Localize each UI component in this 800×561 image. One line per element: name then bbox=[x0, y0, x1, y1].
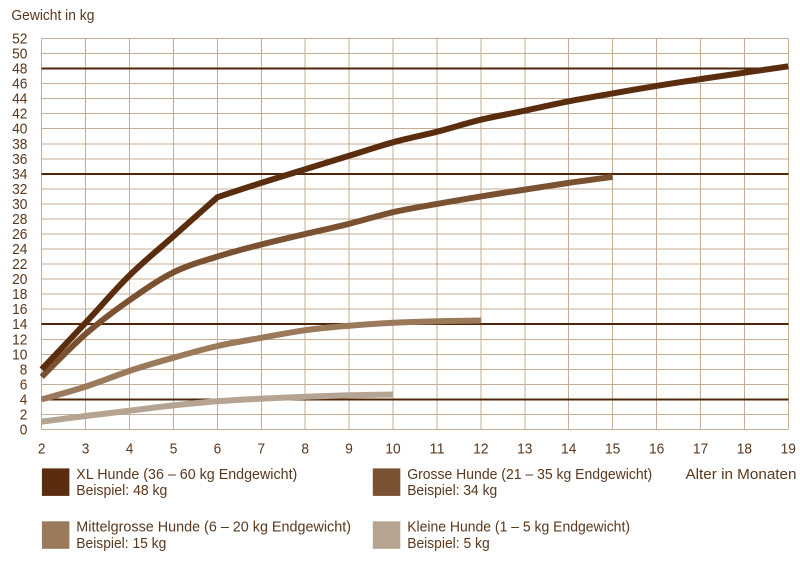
svg-text:5: 5 bbox=[170, 441, 178, 458]
svg-text:52: 52 bbox=[12, 31, 27, 48]
svg-text:8: 8 bbox=[301, 441, 309, 458]
svg-text:12: 12 bbox=[12, 331, 27, 348]
svg-text:Beispiel: 15 kg: Beispiel: 15 kg bbox=[76, 535, 166, 552]
svg-text:34: 34 bbox=[12, 166, 27, 183]
svg-text:17: 17 bbox=[693, 441, 708, 458]
svg-text:14: 14 bbox=[561, 441, 576, 458]
svg-text:30: 30 bbox=[12, 196, 27, 213]
svg-text:15: 15 bbox=[605, 441, 620, 458]
svg-text:19: 19 bbox=[781, 441, 796, 458]
svg-text:Mittelgrosse Hunde (6 – 20 kg: Mittelgrosse Hunde (6 – 20 kg Endgewicht… bbox=[76, 519, 351, 536]
svg-text:44: 44 bbox=[12, 91, 27, 108]
svg-text:26: 26 bbox=[12, 226, 27, 243]
svg-text:18: 18 bbox=[12, 286, 27, 303]
svg-text:6: 6 bbox=[214, 441, 222, 458]
svg-text:13: 13 bbox=[517, 441, 532, 458]
svg-text:3: 3 bbox=[82, 441, 90, 458]
svg-text:48: 48 bbox=[12, 61, 27, 78]
svg-text:Beispiel: 34 kg: Beispiel: 34 kg bbox=[407, 482, 497, 499]
svg-text:50: 50 bbox=[12, 46, 27, 63]
svg-text:9: 9 bbox=[345, 441, 353, 458]
svg-text:8: 8 bbox=[20, 361, 28, 378]
svg-text:40: 40 bbox=[12, 121, 27, 138]
svg-text:46: 46 bbox=[12, 76, 27, 93]
svg-text:2: 2 bbox=[38, 441, 46, 458]
svg-text:Beispiel: 5 kg: Beispiel: 5 kg bbox=[407, 535, 490, 552]
svg-text:0: 0 bbox=[20, 422, 28, 439]
svg-text:14: 14 bbox=[12, 316, 27, 333]
svg-text:XL Hunde (36 – 60 kg Endgewich: XL Hunde (36 – 60 kg Endgewicht) bbox=[76, 466, 297, 483]
svg-text:24: 24 bbox=[12, 241, 27, 258]
svg-text:4: 4 bbox=[126, 441, 134, 458]
svg-text:10: 10 bbox=[12, 346, 27, 363]
svg-text:2: 2 bbox=[20, 407, 28, 424]
svg-text:Kleine Hunde (1 – 5 kg Endgewi: Kleine Hunde (1 – 5 kg Endgewicht) bbox=[407, 519, 630, 536]
svg-text:38: 38 bbox=[12, 136, 27, 153]
svg-text:16: 16 bbox=[12, 301, 27, 318]
svg-text:10: 10 bbox=[385, 441, 400, 458]
svg-text:22: 22 bbox=[12, 256, 27, 273]
svg-text:28: 28 bbox=[12, 211, 27, 228]
svg-text:12: 12 bbox=[473, 441, 488, 458]
svg-text:42: 42 bbox=[12, 106, 27, 123]
svg-text:Beispiel: 48 kg: Beispiel: 48 kg bbox=[76, 482, 167, 499]
svg-text:36: 36 bbox=[12, 151, 27, 168]
svg-text:18: 18 bbox=[737, 441, 752, 458]
svg-text:6: 6 bbox=[20, 376, 28, 393]
svg-text:Gewicht in kg: Gewicht in kg bbox=[11, 7, 94, 24]
svg-text:32: 32 bbox=[12, 181, 27, 198]
svg-text:20: 20 bbox=[12, 271, 27, 288]
svg-text:7: 7 bbox=[258, 441, 266, 458]
svg-text:Alter in Monaten: Alter in Monaten bbox=[686, 466, 797, 483]
svg-text:16: 16 bbox=[649, 441, 664, 458]
svg-text:11: 11 bbox=[429, 441, 444, 458]
svg-text:4: 4 bbox=[20, 391, 28, 408]
svg-text:Grosse Hunde (21 – 35 kg Endge: Grosse Hunde (21 – 35 kg Endgewicht) bbox=[407, 466, 652, 483]
